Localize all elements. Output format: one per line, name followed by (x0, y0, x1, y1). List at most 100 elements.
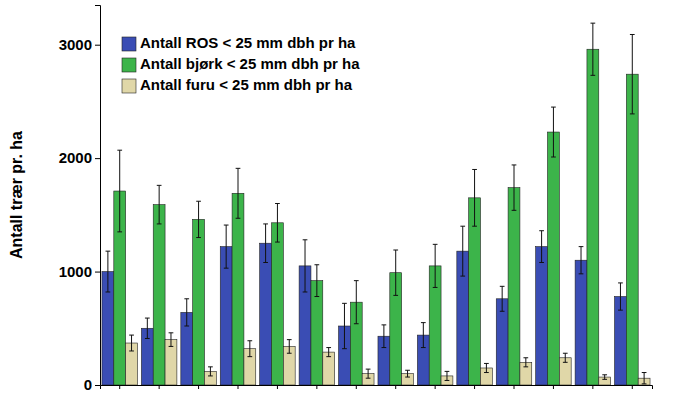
error-bar (129, 335, 134, 351)
bar (615, 297, 627, 385)
error-line (632, 34, 633, 113)
error-bar (460, 226, 465, 276)
error-line (249, 341, 250, 357)
x-tick-mark (474, 385, 475, 389)
error-line (541, 231, 542, 263)
error-cap (263, 262, 268, 263)
error-bar (169, 333, 174, 347)
error-bar (263, 224, 268, 263)
y-axis-line (95, 6, 101, 386)
error-line (289, 340, 290, 354)
error-cap (145, 338, 150, 339)
bar (260, 243, 272, 385)
error-cap (157, 185, 162, 186)
error-cap (236, 218, 241, 219)
error-cap (579, 246, 584, 247)
error-cap (405, 377, 410, 378)
error-cap (523, 366, 528, 367)
error-line (344, 303, 345, 348)
x-tick (514, 385, 515, 389)
error-bar (500, 286, 505, 311)
bar (153, 205, 165, 385)
error-cap (590, 23, 595, 24)
error-cap (445, 380, 450, 381)
error-cap (630, 34, 635, 35)
error-bar (523, 358, 528, 367)
error-bar (642, 373, 647, 384)
error-cap (196, 201, 201, 202)
error-cap (342, 303, 347, 304)
error-cap (169, 332, 174, 333)
y-tick-label: 0 (84, 376, 92, 393)
error-cap (106, 291, 111, 292)
y-tick-mark (95, 272, 100, 273)
error-cap (184, 298, 189, 299)
error-cap (445, 371, 450, 372)
bar (508, 188, 520, 385)
error-line (119, 150, 120, 232)
error-line (525, 358, 526, 367)
x-tick-mark (514, 385, 515, 389)
x-axis (101, 385, 653, 389)
error-bar (342, 303, 347, 348)
bar (272, 223, 284, 385)
error-line (147, 318, 148, 338)
error-cap (590, 75, 595, 76)
error-bar (326, 348, 331, 357)
y-tick-label: 3000 (59, 36, 92, 53)
error-line (395, 250, 396, 295)
error-bar (287, 340, 292, 354)
error-bar (275, 204, 280, 243)
error-bar (630, 34, 635, 113)
bar (559, 358, 571, 385)
y-tick-label: 2000 (59, 149, 92, 166)
error-cap (366, 369, 371, 370)
error-cap (579, 273, 584, 274)
error-line (305, 240, 306, 292)
error-cap (236, 168, 241, 169)
error-bar (247, 341, 252, 357)
y-axis-title: Antall trær pr. ha (8, 131, 25, 259)
series (114, 23, 638, 385)
error-bar (602, 375, 607, 380)
y-tick: 1000 (59, 263, 100, 280)
error-line (383, 325, 384, 348)
legend-swatch (122, 58, 136, 72)
error-bar (366, 369, 371, 378)
x-tick (474, 385, 475, 389)
legend-swatch (122, 79, 136, 93)
x-tick-mark (159, 385, 160, 389)
error-bar (208, 367, 213, 376)
error-cap (117, 231, 122, 232)
error-line (238, 168, 239, 218)
error-line (198, 201, 199, 237)
error-bar (484, 363, 489, 372)
error-cap (314, 296, 319, 297)
error-line (226, 225, 227, 268)
bar (311, 281, 323, 385)
bar (587, 49, 599, 385)
error-cap (157, 223, 162, 224)
error-cap (287, 353, 292, 354)
error-cap (642, 383, 647, 384)
error-cap (366, 378, 371, 379)
x-tick-mark (435, 385, 436, 389)
error-cap (523, 357, 528, 358)
error-line (186, 299, 187, 326)
legend-label: Antall ROS < 25 mm dbh pr ha (140, 34, 356, 51)
legend: Antall ROS < 25 mm dbh pr ha Antall bjørk… (122, 34, 360, 93)
error-cap (563, 362, 568, 363)
error-cap (484, 372, 489, 373)
legend-label: Antall bjørk < 25 mm dbh pr ha (140, 55, 360, 72)
error-bar (421, 323, 426, 348)
error-bar (563, 353, 568, 362)
error-line (170, 333, 171, 347)
error-bar (405, 370, 410, 377)
error-cap (224, 268, 229, 269)
bar (536, 247, 548, 385)
error-cap (512, 210, 517, 211)
error-line (514, 165, 515, 210)
error-cap (342, 348, 347, 349)
error-bar (224, 225, 229, 268)
chart: 0 1000 2000 3000 Antall trær pr. ha Antall RO… (0, 0, 676, 393)
